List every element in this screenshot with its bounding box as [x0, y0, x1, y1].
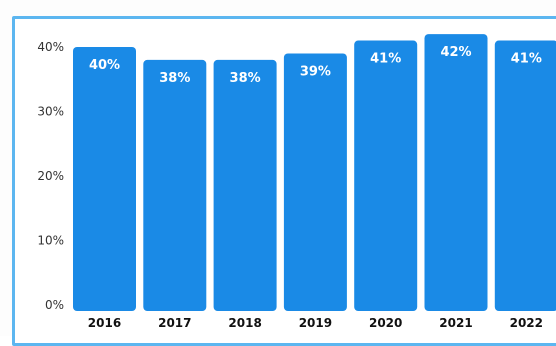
y-tick-label: 30%: [37, 105, 64, 119]
data-label: 41%: [511, 52, 542, 67]
x-tick-label: 2019: [299, 316, 332, 330]
bar: [354, 40, 418, 312]
x-tick-label: 2018: [228, 316, 261, 330]
y-tick-label: 0%: [45, 298, 64, 312]
x-tick-label: 2021: [439, 316, 472, 330]
y-tick-label: 20%: [37, 169, 64, 183]
bar: [73, 47, 136, 311]
x-tick-label: 2020: [369, 316, 402, 330]
data-label: 38%: [230, 71, 261, 86]
data-label: 39%: [300, 64, 331, 79]
y-tick-label: 40%: [37, 40, 64, 54]
x-tick-label: 2016: [88, 316, 121, 330]
data-label: 42%: [440, 45, 471, 60]
data-label: 38%: [159, 71, 190, 86]
y-tick-label: 10%: [37, 234, 64, 248]
x-tick-label: 2022: [510, 316, 543, 330]
chart-page: 0% 10% 20% 30% 40% 40% 2016 38% 2017 38% 2018 39% 20…: [12, 16, 556, 346]
bar: [494, 40, 556, 311]
bar: [143, 59, 207, 312]
x-tick-label: 2017: [158, 316, 191, 330]
data-label: 41%: [370, 52, 401, 67]
bar: [213, 59, 277, 312]
data-label: 40%: [89, 58, 120, 73]
bar: [283, 53, 347, 311]
bar-chart: 0% 10% 20% 30% 40% 40% 2016 38% 2017 38% 2018 39% 20…: [37, 34, 556, 330]
bar: [424, 34, 488, 311]
